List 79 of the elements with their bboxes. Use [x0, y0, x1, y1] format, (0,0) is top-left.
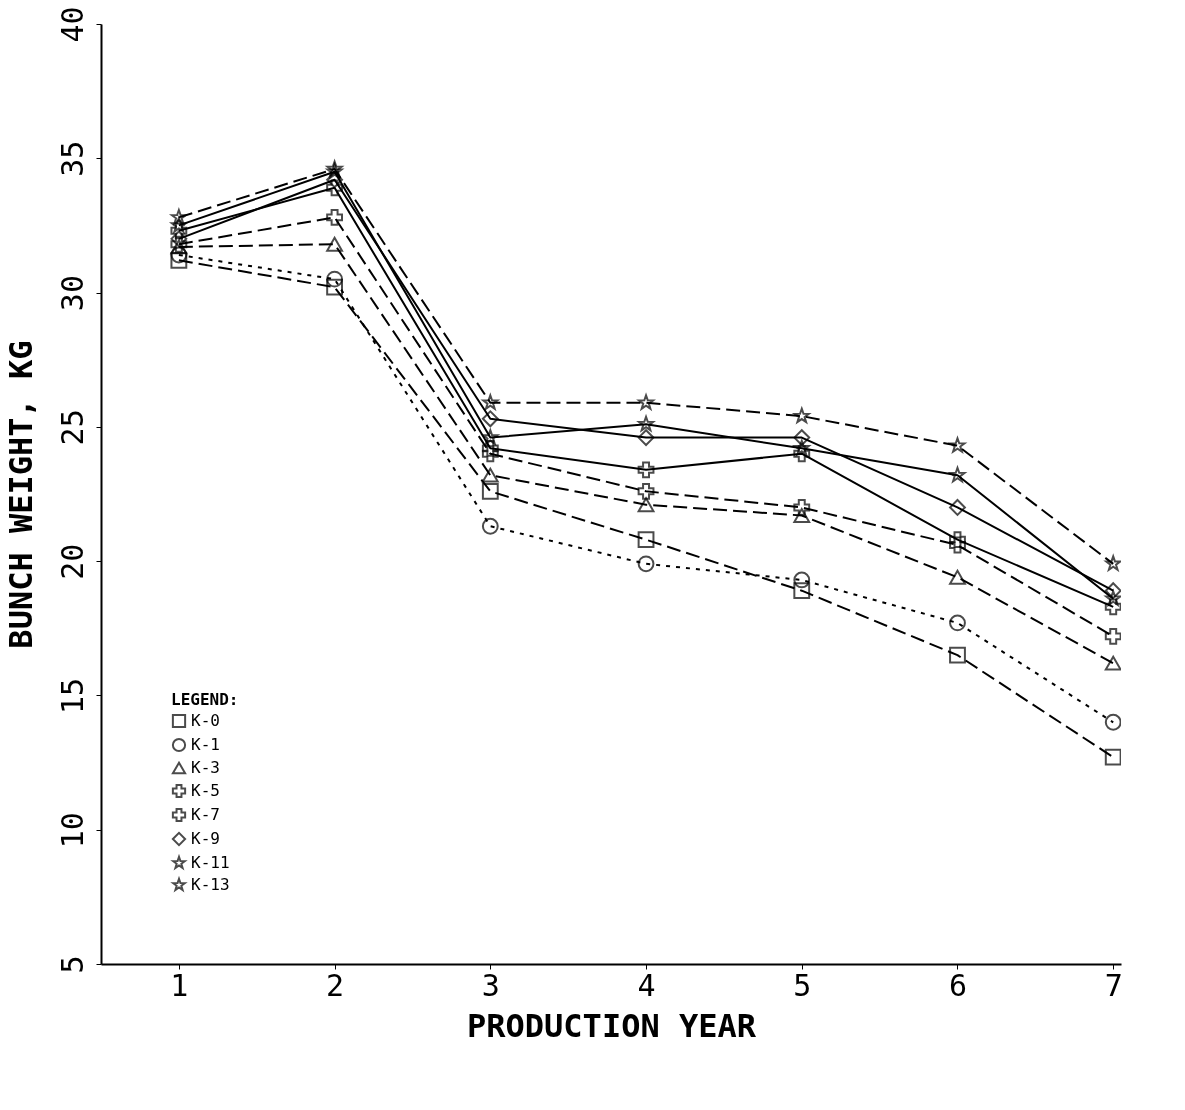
legend-label: K-1 [191, 735, 220, 754]
y-tick-label: 10 [54, 812, 90, 849]
point [949, 531, 966, 549]
point [949, 614, 966, 632]
point [170, 235, 188, 253]
point [170, 239, 188, 255]
point [949, 437, 966, 453]
point [949, 536, 966, 554]
point [637, 415, 655, 432]
point [1105, 590, 1121, 606]
legend-label: K-3 [191, 758, 220, 777]
point [949, 466, 966, 483]
legend-label: K-7 [191, 805, 220, 824]
point [793, 508, 811, 523]
point [326, 179, 343, 197]
point [1104, 655, 1121, 671]
y-tick-label: 5 [54, 955, 90, 974]
point [170, 246, 188, 264]
x-tick-label: 7 [1104, 967, 1123, 1003]
point [1105, 555, 1121, 571]
point [170, 251, 188, 269]
point [481, 445, 499, 463]
legend-label: K-5 [191, 781, 220, 800]
point [1104, 582, 1121, 600]
y-tick-label: 25 [54, 409, 90, 446]
point [637, 461, 655, 479]
point [793, 582, 811, 600]
point [949, 569, 966, 585]
point [793, 407, 810, 424]
point [482, 394, 499, 410]
point [637, 394, 655, 410]
point [637, 482, 655, 500]
point [481, 517, 499, 535]
point [326, 270, 343, 288]
point [170, 217, 187, 233]
x-axis-title: PRODUCTION YEAR [467, 1006, 757, 1045]
point [1104, 627, 1121, 645]
legend-label: K-0 [191, 711, 220, 730]
point [170, 208, 187, 225]
legend-label: K-13 [191, 875, 230, 894]
point [481, 410, 499, 428]
point [1104, 748, 1121, 766]
point [481, 482, 499, 500]
y-tick-label: 35 [54, 140, 90, 177]
point [326, 278, 343, 296]
point [793, 445, 811, 463]
point [637, 555, 655, 573]
point [170, 230, 188, 248]
x-tick-label: 2 [326, 967, 345, 1003]
point [1104, 713, 1121, 731]
y-tick-label: 15 [54, 677, 90, 714]
point [949, 499, 966, 516]
legend-label: K-9 [191, 829, 220, 848]
point [481, 439, 499, 457]
point [482, 429, 499, 445]
point [326, 208, 343, 226]
point [949, 646, 966, 664]
y-axis-title: BUNCH WEIGHT, KG [1, 340, 40, 649]
point [793, 499, 811, 516]
point [793, 571, 811, 589]
point [793, 439, 810, 456]
x-tick-label: 1 [170, 967, 189, 1003]
point [170, 222, 188, 240]
legend-title: LEGEND: [171, 690, 239, 709]
x-tick-label: 4 [637, 967, 656, 1003]
x-tick-label: 6 [948, 967, 968, 1003]
point [637, 497, 655, 513]
point [481, 467, 499, 483]
y-tick-label: 30 [54, 275, 90, 312]
legend-label: K-11 [191, 853, 230, 872]
point [637, 429, 655, 447]
y-tick-label: 40 [54, 6, 90, 43]
y-tick-label: 20 [54, 543, 90, 580]
x-tick-label: 3 [481, 967, 500, 1003]
point [637, 531, 655, 549]
point [793, 429, 811, 447]
x-tick-label: 5 [793, 967, 812, 1003]
point [326, 236, 343, 252]
point [1104, 598, 1121, 616]
